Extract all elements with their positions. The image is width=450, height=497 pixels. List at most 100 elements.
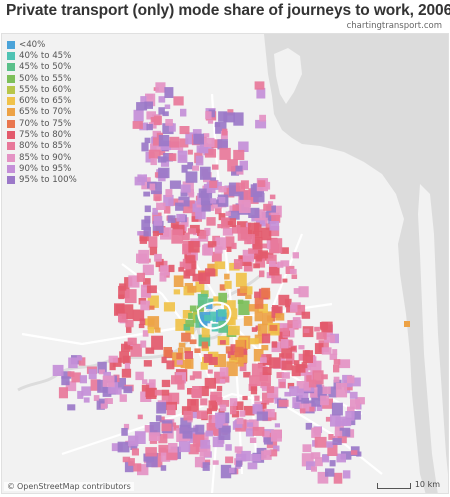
zone-cell	[152, 220, 164, 234]
zone-cell	[299, 403, 312, 412]
zone-cell	[184, 351, 193, 359]
zone-cell	[332, 349, 338, 355]
zone-cell	[144, 101, 153, 109]
zone-cell	[134, 431, 146, 444]
zone-cell	[212, 200, 223, 209]
zone-cell	[193, 133, 204, 145]
zone-cell	[259, 250, 268, 259]
zone-cell	[276, 372, 284, 379]
map-svg[interactable]	[2, 34, 449, 494]
zone-cell	[251, 327, 258, 332]
legend-label: 90% to 95%	[19, 163, 72, 174]
zone-cell	[65, 381, 77, 392]
zone-cell	[150, 143, 159, 152]
map-canvas[interactable]: <40% 40% to 45% 45% to 50% 50% to 55% 55% to…	[1, 33, 449, 494]
legend-label: 70% to 75%	[19, 118, 72, 129]
zone-cell	[195, 424, 205, 435]
legend-label: 40% to 45%	[19, 50, 72, 61]
zone-cell	[132, 121, 143, 129]
zone-cell	[228, 210, 240, 220]
zone-cell	[158, 167, 170, 179]
zone-cell	[306, 461, 316, 470]
zone-cell	[188, 260, 197, 270]
zone-cell	[68, 357, 78, 369]
zone-cell	[261, 287, 271, 298]
zone-cell	[180, 184, 191, 193]
zone-cell	[216, 397, 223, 402]
zone-cell	[211, 251, 222, 263]
zone-cell	[236, 460, 243, 467]
zone-cell	[295, 304, 306, 316]
attribution[interactable]: © OpenStreetMap contributors	[4, 482, 134, 491]
zone-cell	[329, 353, 338, 360]
zone-cell	[178, 267, 184, 272]
zone-cell	[311, 398, 322, 407]
legend-swatch	[7, 63, 15, 72]
zone-cell	[254, 297, 264, 309]
zone-cell	[296, 381, 309, 394]
zone-cell	[108, 382, 118, 394]
zone-cell	[192, 386, 202, 399]
zone-cell	[225, 444, 232, 451]
zone-cell	[275, 328, 285, 335]
zone-cell	[325, 468, 335, 477]
zone-cell	[149, 246, 158, 256]
zone-cell	[164, 104, 171, 109]
zone-cell	[182, 258, 192, 270]
zone-cell	[176, 352, 183, 360]
attribution-text[interactable]: OpenStreetMap contributors	[17, 482, 131, 491]
zone-cell	[182, 310, 192, 319]
zone-cell	[289, 268, 297, 275]
zone-cell	[205, 111, 212, 120]
zone-cell	[188, 241, 200, 253]
zone-cell	[329, 460, 336, 467]
zone-cell	[227, 109, 234, 116]
zone-cell	[269, 449, 278, 457]
zone-cell	[121, 343, 131, 352]
zone-cell	[235, 272, 247, 287]
zone-cell	[131, 448, 139, 456]
zone-cell	[219, 147, 231, 160]
zone-cell	[214, 122, 221, 128]
legend-label: 65% to 70%	[19, 107, 72, 118]
zone-cell	[239, 410, 246, 417]
zone-cell	[269, 194, 276, 200]
zone-cell	[270, 205, 282, 218]
zone-cell	[281, 372, 290, 379]
zone-cell	[138, 249, 150, 264]
zone-cell	[176, 213, 186, 222]
zone-cell	[309, 406, 315, 412]
zone-cell	[237, 227, 250, 241]
zone-cell	[229, 398, 238, 406]
zone-cell	[130, 444, 138, 450]
zone-cell	[201, 200, 211, 212]
zone-cell	[314, 436, 327, 448]
zone-cell	[271, 274, 282, 284]
zone-cell	[153, 191, 162, 201]
zone-cell	[271, 341, 278, 348]
zone-cell	[217, 416, 225, 425]
zone-cell	[178, 196, 190, 207]
zone-cell	[241, 450, 251, 462]
zone-cell	[183, 270, 191, 279]
zone-cell	[229, 467, 235, 474]
scale-bar-line	[376, 483, 411, 489]
zone-cell	[262, 311, 273, 326]
zone-cell	[187, 398, 199, 412]
zone-cell	[290, 346, 296, 351]
zone-cell	[208, 356, 218, 365]
zone-cell	[188, 191, 195, 198]
zone-cell	[309, 388, 322, 398]
zone-cell	[292, 397, 303, 408]
zone-cell	[178, 347, 184, 354]
zone-cell	[256, 87, 266, 99]
zone-cell	[124, 277, 133, 286]
zone-cell	[214, 246, 223, 254]
zone-cell	[155, 82, 166, 93]
zone-cell	[119, 283, 127, 291]
zone-cell	[180, 108, 187, 117]
zone-cell	[181, 332, 191, 342]
zone-cell	[200, 398, 208, 406]
zone-cell	[208, 311, 219, 321]
zone-cell	[118, 313, 127, 323]
